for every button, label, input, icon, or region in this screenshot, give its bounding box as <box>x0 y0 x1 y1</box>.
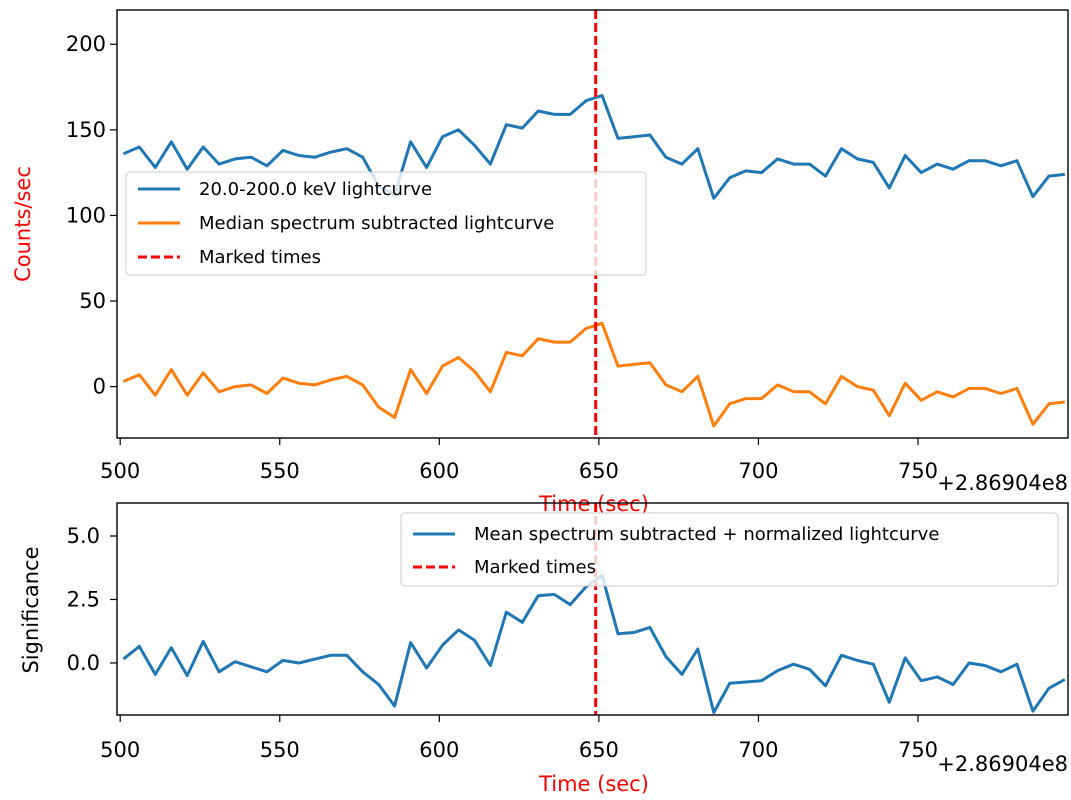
top-legend: 20.0-200.0 keV lightcurve Median spectrum… <box>125 171 647 276</box>
legend-label: 20.0-200.0 keV lightcurve <box>199 179 432 200</box>
top-x-offset-label: +2.86904e8 <box>937 471 1068 495</box>
bottom-x-ticks: 500 550 600 650 700 750 <box>100 715 938 762</box>
y-tick-label: 2.5 <box>67 587 100 611</box>
bottom-legend: Mean spectrum subtracted + normalized li… <box>400 512 1059 587</box>
x-tick-label: 600 <box>419 459 459 483</box>
x-tick-label: 600 <box>419 738 459 762</box>
top-x-ticks: 500 550 600 650 700 750 <box>100 438 938 483</box>
legend-label: Marked times <box>474 557 596 578</box>
x-tick-label: 550 <box>260 459 300 483</box>
legend-label: Marked times <box>199 247 321 268</box>
top-y-axis-label: Counts/sec <box>11 166 35 282</box>
x-tick-label: 500 <box>100 738 140 762</box>
top-y-ticks: 0 50 100 150 200 <box>66 32 117 399</box>
x-tick-label: 700 <box>738 459 778 483</box>
x-tick-label: 550 <box>260 738 300 762</box>
series-line-1-1 <box>122 94 1065 200</box>
y-tick-label: 0.0 <box>67 651 100 675</box>
x-tick-label: 700 <box>738 738 778 762</box>
bottom-y-ticks: 0.0 2.5 5.0 <box>67 524 117 675</box>
y-tick-label: 50 <box>79 289 106 313</box>
y-tick-label: 200 <box>66 32 106 56</box>
top-axes-frame <box>116 9 1069 439</box>
x-tick-label: 650 <box>579 459 619 483</box>
y-tick-label: 5.0 <box>67 524 100 548</box>
series-line-1-2 <box>122 321 1065 428</box>
bottom-axes: 500 550 600 650 700 750 0.02.55.0 Time (sec) … <box>19 502 1069 796</box>
x-tick-label: 750 <box>898 459 938 483</box>
x-tick-label: 500 <box>100 459 140 483</box>
legend-label: Median spectrum subtracted lightcurve <box>199 213 554 234</box>
bottom-x-offset-label: +2.86904e8 <box>937 752 1068 776</box>
y-tick-label: 100 <box>66 203 106 227</box>
bottom-y-axis-label: Significance <box>19 546 43 673</box>
bottom-axes-frame <box>116 502 1069 716</box>
y-tick-label: 150 <box>66 118 106 142</box>
top-x-axis-label: Time (sec) <box>538 492 649 516</box>
y-tick-label: 0 <box>93 375 106 399</box>
bottom-legend-frame <box>400 512 1059 587</box>
legend-label: Mean spectrum subtracted + normalized li… <box>474 524 939 545</box>
x-tick-label: 650 <box>579 738 619 762</box>
top-axes: 500 550 600 650 700 750 0 50 100 150 200 Time (se… <box>11 9 1069 516</box>
bottom-x-axis-label: Time (sec) <box>538 772 649 796</box>
x-tick-label: 750 <box>898 738 938 762</box>
top-legend-frame <box>125 171 647 276</box>
